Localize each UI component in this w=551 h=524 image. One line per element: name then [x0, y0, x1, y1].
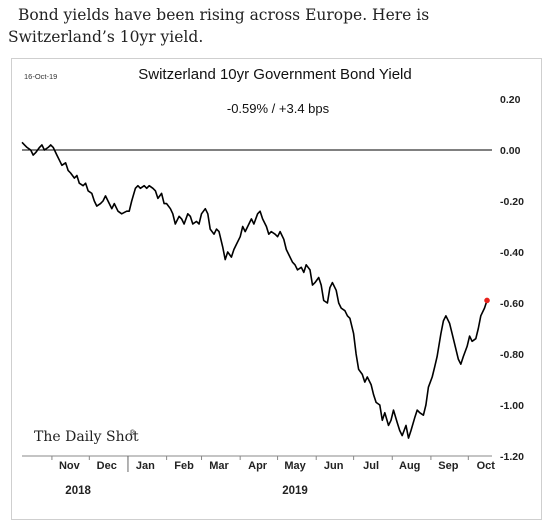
y-axis: 0.20 0.00 -0.20 -0.40 -0.60 -0.80 -1.00 -1.20 — [500, 94, 524, 463]
x-month-label: Sep — [438, 460, 458, 472]
x-month-label: May — [284, 460, 306, 472]
x-month-label: Dec — [97, 460, 117, 472]
yield-series-line — [21, 141, 488, 439]
x-axis: Nov Dec Jan Feb Mar Apr May Jun Jul Aug Sep Oct — [51, 456, 496, 472]
x-month-label: Aug — [399, 460, 420, 472]
x-month-label: Jul — [363, 460, 379, 472]
y-tick-label: -0.20 — [500, 196, 524, 208]
year-label: 2018 — [65, 485, 91, 497]
source-logo: The Daily Shot — [34, 429, 139, 445]
x-month-label: Feb — [174, 460, 194, 472]
year-label: 2019 — [282, 485, 308, 497]
y-tick-label: 0.00 — [500, 145, 521, 157]
y-tick-label: -0.60 — [500, 298, 524, 310]
x-month-label: Mar — [209, 460, 229, 472]
chart-frame — [11, 58, 542, 520]
x-month-label: Nov — [59, 460, 81, 472]
intro-caption: Bond yields have been rising across Euro… — [8, 6, 430, 46]
last-value-marker — [484, 297, 490, 304]
chart-date-stamp: 16-Oct-19 — [24, 72, 57, 81]
x-month-label: Oct — [477, 460, 496, 472]
chart-subtitle: -0.59% / +3.4 bps — [227, 101, 330, 116]
y-tick-label: -0.80 — [500, 349, 524, 361]
x-month-label: Jan — [136, 460, 155, 472]
x-month-label: Jun — [324, 460, 344, 472]
y-tick-label: -1.00 — [500, 400, 524, 412]
x-month-label: Apr — [248, 460, 268, 472]
chart-title: Switzerland 10yr Government Bond Yield — [138, 66, 411, 83]
y-tick-label: -0.40 — [500, 247, 524, 259]
y-tick-label: -1.20 — [500, 451, 524, 463]
year-labels: 2018 2019 — [65, 485, 308, 497]
y-tick-label: 0.20 — [500, 94, 521, 106]
source-logo-mark: ® — [129, 429, 136, 437]
